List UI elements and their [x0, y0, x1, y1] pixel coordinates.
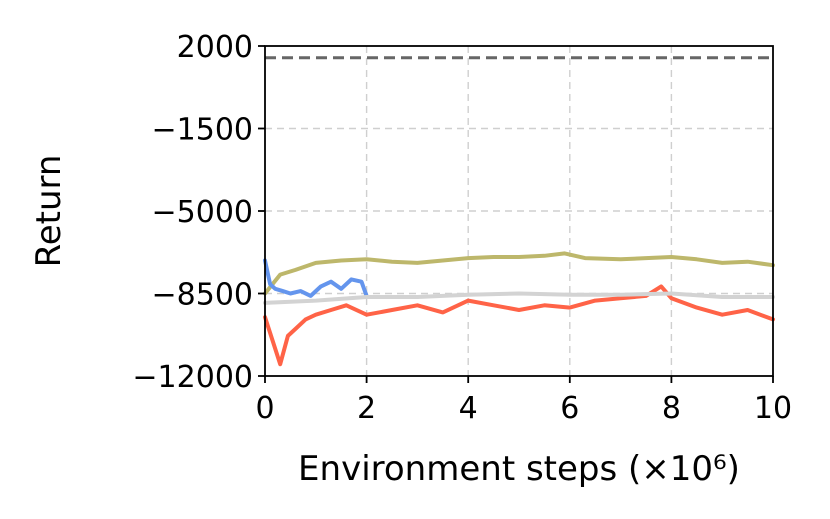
- x-tick-label: 10: [754, 391, 792, 426]
- x-tick-label: 6: [560, 391, 579, 426]
- x-tick-label: 0: [255, 391, 274, 426]
- x-tick-label: 8: [662, 391, 681, 426]
- series-group: [263, 251, 775, 367]
- ticks: 0 2 4 6 8 10 −12000 −8500 −5000 −1500 2000: [132, 30, 792, 426]
- y-tick-label: −1500: [152, 113, 253, 148]
- series-line-3: [263, 291, 775, 305]
- y-tick-label: −12000: [132, 360, 253, 395]
- series-line-1: [263, 258, 369, 298]
- grid: [265, 46, 773, 376]
- y-tick-label: −8500: [152, 278, 253, 313]
- y-tick-label: −5000: [152, 195, 253, 230]
- x-tick-label: 2: [357, 391, 376, 426]
- y-axis-title: Return: [29, 155, 69, 268]
- series-line-0: [263, 251, 775, 296]
- y-tick-label: 2000: [177, 30, 253, 65]
- x-tick-label: 4: [459, 391, 478, 426]
- x-axis-title: Environment steps (×10⁶): [298, 449, 740, 489]
